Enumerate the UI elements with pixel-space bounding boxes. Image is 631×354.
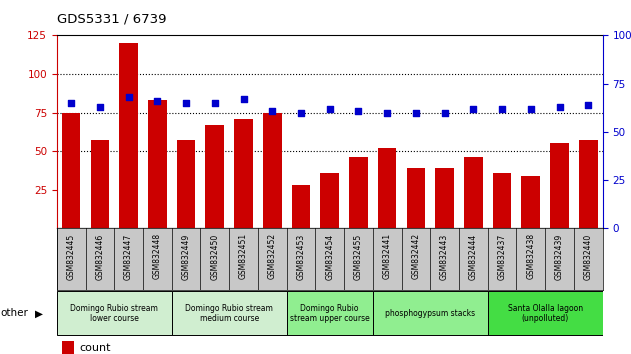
- Text: GSM832442: GSM832442: [411, 233, 420, 279]
- FancyBboxPatch shape: [286, 291, 373, 335]
- Bar: [119, 43, 138, 228]
- Point: [239, 96, 249, 102]
- Text: GSM832450: GSM832450: [210, 233, 220, 280]
- Point: [324, 106, 334, 112]
- Bar: [321, 173, 339, 228]
- Bar: [206, 125, 224, 228]
- Text: Santa Olalla lagoon
(unpolluted): Santa Olalla lagoon (unpolluted): [507, 304, 582, 323]
- Bar: [464, 157, 483, 228]
- Text: GSM832449: GSM832449: [182, 233, 191, 280]
- Bar: [349, 157, 368, 228]
- Point: [411, 110, 421, 115]
- Point: [66, 100, 76, 106]
- Text: GSM832440: GSM832440: [584, 233, 593, 280]
- Text: GSM832453: GSM832453: [297, 233, 305, 280]
- Text: GDS5331 / 6739: GDS5331 / 6739: [57, 12, 167, 25]
- Point: [152, 98, 162, 104]
- Text: GSM832439: GSM832439: [555, 233, 564, 280]
- Point: [526, 106, 536, 112]
- Bar: [148, 100, 167, 228]
- Text: GSM832454: GSM832454: [325, 233, 334, 280]
- Bar: [435, 168, 454, 228]
- Point: [382, 110, 392, 115]
- FancyBboxPatch shape: [57, 291, 172, 335]
- Point: [353, 108, 363, 114]
- Bar: [62, 113, 81, 228]
- Text: GSM832443: GSM832443: [440, 233, 449, 280]
- Point: [209, 100, 220, 106]
- Text: other: other: [1, 308, 28, 318]
- Bar: [406, 168, 425, 228]
- Bar: [493, 173, 511, 228]
- Bar: [177, 140, 196, 228]
- Point: [181, 100, 191, 106]
- Point: [497, 106, 507, 112]
- Bar: [234, 119, 253, 228]
- Text: GSM832445: GSM832445: [67, 233, 76, 280]
- Text: GSM832447: GSM832447: [124, 233, 133, 280]
- FancyBboxPatch shape: [488, 291, 603, 335]
- Text: count: count: [80, 343, 111, 353]
- FancyBboxPatch shape: [373, 291, 488, 335]
- Text: Domingo Rubio stream
lower course: Domingo Rubio stream lower course: [70, 304, 158, 323]
- FancyBboxPatch shape: [172, 291, 286, 335]
- Point: [124, 94, 134, 100]
- Text: Domingo Rubio stream
medium course: Domingo Rubio stream medium course: [186, 304, 273, 323]
- Point: [440, 110, 450, 115]
- Text: GSM832444: GSM832444: [469, 233, 478, 280]
- Text: GSM832452: GSM832452: [268, 233, 277, 279]
- Text: GSM832446: GSM832446: [95, 233, 104, 280]
- Bar: [263, 113, 281, 228]
- Text: GSM832448: GSM832448: [153, 233, 162, 279]
- Point: [583, 102, 593, 108]
- Text: GSM832438: GSM832438: [526, 233, 535, 279]
- Point: [267, 108, 277, 114]
- Bar: [292, 185, 310, 228]
- Bar: [90, 140, 109, 228]
- Bar: [378, 148, 396, 228]
- Point: [555, 104, 565, 110]
- Text: GSM832437: GSM832437: [498, 233, 507, 280]
- Text: ▶: ▶: [35, 308, 43, 318]
- Bar: [521, 176, 540, 228]
- Text: phosphogypsum stacks: phosphogypsum stacks: [385, 309, 475, 318]
- Point: [296, 110, 306, 115]
- Text: Domingo Rubio
stream upper course: Domingo Rubio stream upper course: [290, 304, 370, 323]
- Text: GSM832441: GSM832441: [382, 233, 392, 279]
- Point: [468, 106, 478, 112]
- Bar: [62, 341, 74, 354]
- Text: GSM832451: GSM832451: [239, 233, 248, 279]
- Point: [95, 104, 105, 110]
- Bar: [579, 140, 598, 228]
- Bar: [550, 143, 569, 228]
- Text: GSM832455: GSM832455: [354, 233, 363, 280]
